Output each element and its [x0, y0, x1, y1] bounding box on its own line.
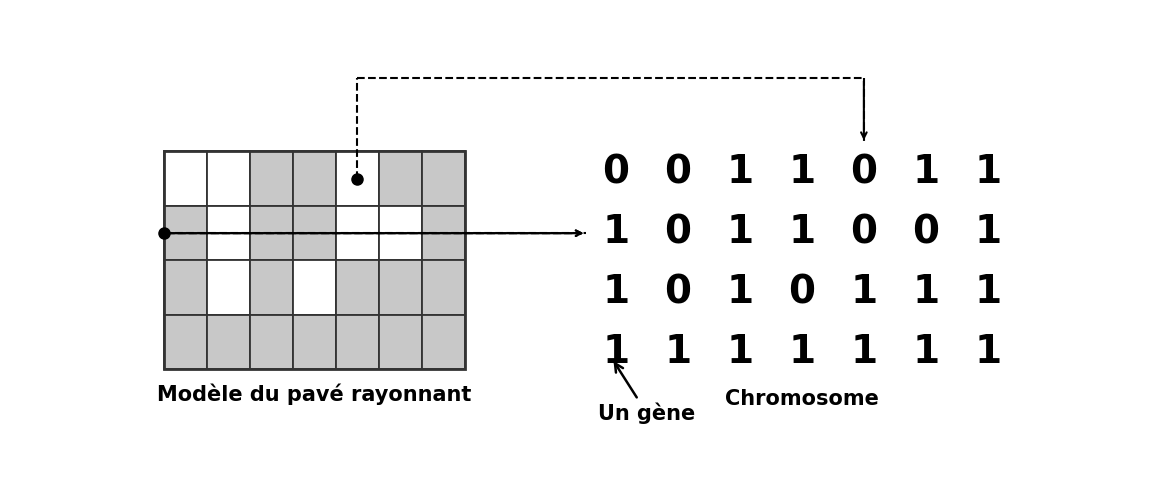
Bar [207, 206, 250, 260]
Text: 0: 0 [850, 153, 877, 191]
Text: 1: 1 [727, 274, 754, 312]
Text: 1: 1 [913, 333, 940, 371]
Bar [293, 152, 336, 206]
Text: 1: 1 [727, 213, 754, 251]
Text: 1: 1 [727, 153, 754, 191]
Text: Un gène: Un gène [599, 364, 695, 424]
Text: 1: 1 [788, 153, 815, 191]
Text: 0: 0 [664, 213, 691, 251]
Bar [250, 315, 293, 369]
Bar [163, 260, 207, 315]
Bar [250, 206, 293, 260]
Text: 1: 1 [850, 274, 877, 312]
Text: 1: 1 [974, 333, 1002, 371]
Text: 0: 0 [664, 153, 691, 191]
Text: 1: 1 [602, 333, 629, 371]
Text: 0: 0 [850, 213, 877, 251]
Text: 1: 1 [974, 274, 1002, 312]
Text: Chromosome: Chromosome [724, 389, 878, 409]
Text: 1: 1 [602, 213, 629, 251]
Text: 1: 1 [602, 274, 629, 312]
Text: 1: 1 [788, 213, 815, 251]
Text: 1: 1 [850, 333, 877, 371]
Text: 0: 0 [602, 153, 629, 191]
Bar [422, 152, 465, 206]
Bar [207, 152, 250, 206]
Bar [163, 152, 207, 206]
Bar [250, 152, 293, 206]
Text: 0: 0 [664, 274, 691, 312]
Bar [336, 260, 379, 315]
Bar [379, 206, 422, 260]
Bar [422, 315, 465, 369]
Text: 1: 1 [913, 153, 940, 191]
Text: 1: 1 [788, 333, 815, 371]
Bar [163, 152, 465, 369]
Bar [163, 206, 207, 260]
Bar [422, 260, 465, 315]
Bar [250, 260, 293, 315]
Bar [379, 260, 422, 315]
Bar [422, 206, 465, 260]
Bar [293, 206, 336, 260]
Text: 1: 1 [664, 333, 691, 371]
Bar [379, 152, 422, 206]
Text: Modèle du pavé rayonnant: Modèle du pavé rayonnant [158, 383, 472, 405]
Bar [379, 315, 422, 369]
Bar [336, 315, 379, 369]
Bar [207, 260, 250, 315]
Bar [336, 152, 379, 206]
Text: 0: 0 [913, 213, 940, 251]
Bar [207, 315, 250, 369]
Text: 1: 1 [913, 274, 940, 312]
Text: 1: 1 [974, 213, 1002, 251]
Text: 1: 1 [974, 153, 1002, 191]
Text: 0: 0 [788, 274, 815, 312]
Bar [293, 260, 336, 315]
Text: 1: 1 [727, 333, 754, 371]
Bar [336, 206, 379, 260]
Bar [163, 315, 207, 369]
Bar [293, 315, 336, 369]
